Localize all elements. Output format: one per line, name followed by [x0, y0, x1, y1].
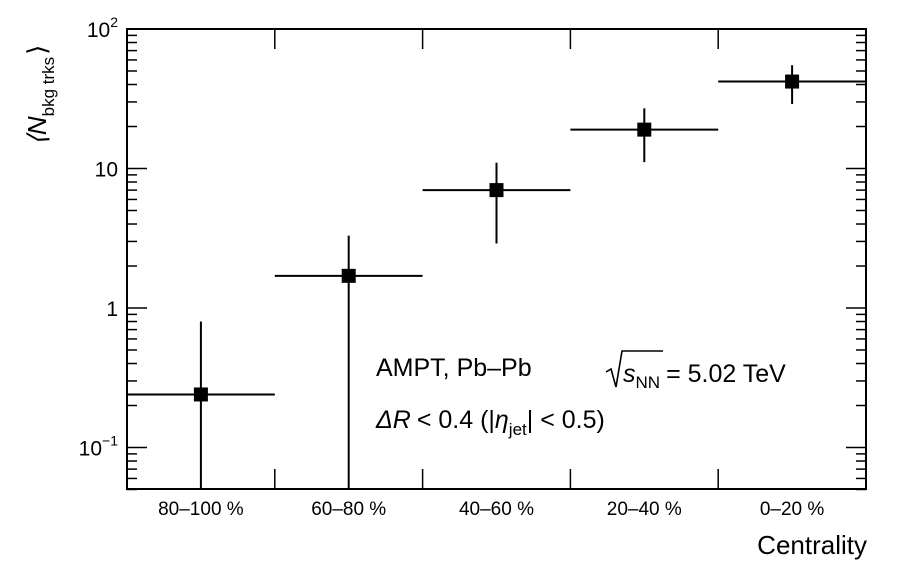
- annotation-energy-value: = 5.02 TeV: [666, 360, 786, 388]
- annotation-cut-end: | < 0.5): [527, 406, 605, 434]
- data-point-marker: [489, 183, 504, 198]
- x-tick-label: 80–100 %: [158, 499, 244, 520]
- annotation-dr: ΔR: [375, 406, 411, 434]
- annotation-nn: NN: [636, 373, 661, 392]
- y-tick-label: 10: [95, 159, 118, 182]
- x-tick-label: 0–20 %: [760, 499, 825, 520]
- data-point-marker: [785, 74, 800, 89]
- annotation-energy: sNN = 5.02 TeV: [623, 360, 786, 392]
- annotation-eta: η: [495, 406, 509, 434]
- y-title-sub: bkg trks: [39, 57, 58, 117]
- annotation-system: AMPT, Pb–Pb sNN = 5.02 TeV: [376, 350, 786, 392]
- plot-frame: [126, 28, 867, 490]
- y-axis-title: ⟨Nbkg trks ⟩: [22, 45, 58, 146]
- x-axis: 80–100 % 60–80 % 40–60 % 20–40 % 0–20 %: [158, 29, 824, 520]
- data-point-marker: [637, 122, 652, 137]
- annotation-s: s: [623, 360, 636, 388]
- x-tick-label: 20–40 %: [607, 499, 682, 520]
- x-axis-title: Centrality: [757, 530, 867, 560]
- annotation-cut-text: < 0.4 (|: [417, 406, 495, 434]
- data-point-marker: [341, 268, 356, 283]
- annotation-jet: jet: [508, 420, 527, 439]
- data-point-marker: [193, 387, 208, 402]
- sqrt-icon: [605, 350, 663, 388]
- data-points: [127, 65, 866, 489]
- y-axis: 10−1 1 10 102: [79, 14, 866, 491]
- y-tick-label: 10−1: [79, 433, 119, 461]
- annotation-system-label: AMPT, Pb–Pb: [376, 354, 532, 382]
- y-tick-label: 1: [106, 298, 118, 321]
- x-tick-label: 60–80 %: [311, 499, 386, 520]
- x-tick-label: 40–60 %: [459, 499, 534, 520]
- y-title-main: ⟨N: [22, 116, 52, 145]
- plot-border: [126, 28, 867, 490]
- y-title-close: ⟩: [22, 45, 52, 55]
- annotation-cut: ΔR < 0.4 (|ηjet| < 0.5): [375, 406, 605, 439]
- y-tick-label: 102: [87, 14, 118, 42]
